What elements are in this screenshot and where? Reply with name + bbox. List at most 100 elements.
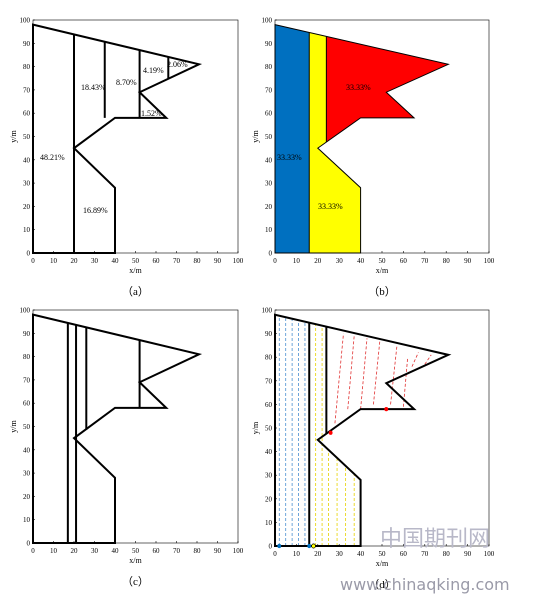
y-tick-label: 80 bbox=[23, 63, 31, 71]
x-tick-label: 80 bbox=[194, 547, 202, 555]
plot-frame bbox=[274, 309, 490, 547]
x-tick-label: 20 bbox=[314, 257, 322, 265]
x-tick-label: 10 bbox=[50, 257, 58, 265]
region-label: 2.06% bbox=[167, 60, 188, 69]
y-tick-label: 100 bbox=[262, 307, 273, 315]
region-label: 18.43% bbox=[81, 83, 106, 92]
y-tick-label: 30 bbox=[265, 472, 273, 480]
x-tick-label: 50 bbox=[132, 257, 140, 265]
x-tick-label: 0 bbox=[31, 257, 35, 265]
x-tick-label: 30 bbox=[336, 257, 344, 265]
y-tick-label: 70 bbox=[23, 86, 31, 94]
x-tick-label: 60 bbox=[400, 550, 408, 558]
y-tick-label: 40 bbox=[23, 446, 31, 454]
x-tick-label: 60 bbox=[153, 547, 161, 555]
x-tick-label: 20 bbox=[71, 257, 79, 265]
x-tick-label: 70 bbox=[173, 547, 181, 555]
region-label: 4.19% bbox=[143, 66, 164, 75]
x-axis-label: x/m bbox=[376, 266, 389, 275]
panel-a-shape bbox=[33, 25, 199, 253]
y-tick-label: 50 bbox=[23, 133, 31, 141]
x-tick-label: 60 bbox=[153, 257, 161, 265]
x-tick-label: 30 bbox=[91, 257, 99, 265]
x-tick-label: 80 bbox=[443, 550, 451, 558]
y-tick-label: 60 bbox=[23, 400, 31, 408]
x-tick-label: 40 bbox=[112, 257, 120, 265]
x-tick-label: 10 bbox=[293, 257, 301, 265]
y-tick-label: 50 bbox=[265, 133, 273, 141]
x-tick-label: 100 bbox=[233, 257, 244, 265]
x-tick-label: 90 bbox=[464, 257, 472, 265]
panel-caption: （c） bbox=[122, 575, 149, 588]
region-label: 8.70% bbox=[116, 78, 137, 87]
panel-caption: （b） bbox=[368, 285, 396, 298]
y-tick-label: 20 bbox=[265, 495, 273, 503]
panel-caption: （a） bbox=[122, 285, 149, 298]
region-label: 33.33% bbox=[277, 153, 302, 162]
x-tick-label: 50 bbox=[379, 257, 387, 265]
plot-frame bbox=[32, 19, 239, 254]
y-tick-label: 10 bbox=[265, 226, 273, 234]
x-tick-label: 80 bbox=[443, 257, 451, 265]
y-tick-label: 70 bbox=[265, 377, 273, 385]
x-tick-label: 0 bbox=[273, 257, 277, 265]
y-tick-label: 90 bbox=[23, 40, 31, 48]
y-tick-label: 20 bbox=[265, 203, 273, 211]
region-label: 48.21% bbox=[40, 153, 65, 162]
y-tick-label: 100 bbox=[20, 17, 31, 25]
x-tick-label: 80 bbox=[194, 257, 202, 265]
y-tick-label: 70 bbox=[23, 376, 31, 384]
x-axis-label: x/m bbox=[129, 556, 142, 565]
y-tick-label: 30 bbox=[23, 470, 31, 478]
x-tick-label: 0 bbox=[31, 547, 35, 555]
y-tick-label: 0 bbox=[269, 250, 273, 258]
y-tick-label: 40 bbox=[265, 448, 273, 456]
y-tick-label: 60 bbox=[23, 110, 31, 118]
x-tick-label: 90 bbox=[214, 257, 222, 265]
x-tick-label: 70 bbox=[421, 257, 429, 265]
watermark-logo: 中国期刊网 bbox=[380, 527, 490, 552]
y-tick-label: 0 bbox=[27, 540, 31, 548]
x-tick-label: 100 bbox=[233, 547, 244, 555]
y-tick-label: 10 bbox=[265, 519, 273, 527]
x-axis-label: x/m bbox=[129, 266, 142, 275]
x-tick-label: 30 bbox=[91, 547, 99, 555]
y-tick-label: 80 bbox=[265, 354, 273, 362]
y-tick-label: 20 bbox=[23, 493, 31, 501]
y-tick-label: 90 bbox=[23, 330, 31, 338]
panel-caption: （d） bbox=[368, 578, 396, 591]
x-axis-label: x/m bbox=[376, 559, 389, 568]
x-tick-label: 30 bbox=[336, 550, 344, 558]
y-axis-label: y/m bbox=[9, 130, 18, 143]
x-tick-label: 10 bbox=[293, 550, 301, 558]
y-tick-label: 20 bbox=[23, 203, 31, 211]
watermark-url: www.chinaqking.com bbox=[340, 575, 510, 594]
y-tick-label: 10 bbox=[23, 516, 31, 524]
y-tick-label: 30 bbox=[23, 180, 31, 188]
y-tick-label: 80 bbox=[265, 63, 273, 71]
plot-frame bbox=[32, 309, 239, 544]
x-tick-label: 20 bbox=[314, 550, 322, 558]
panel-b-shape bbox=[275, 25, 448, 253]
y-tick-label: 0 bbox=[27, 250, 31, 258]
y-axis-label: y/m bbox=[251, 130, 260, 143]
region-label: 1.52% bbox=[141, 109, 162, 118]
y-tick-label: 50 bbox=[265, 425, 273, 433]
x-tick-label: 60 bbox=[400, 257, 408, 265]
y-tick-label: 100 bbox=[262, 17, 273, 25]
panel-c-shape bbox=[33, 315, 199, 543]
y-tick-label: 70 bbox=[265, 86, 273, 94]
y-tick-label: 80 bbox=[23, 353, 31, 361]
x-tick-label: 40 bbox=[112, 547, 120, 555]
y-tick-label: 60 bbox=[265, 110, 273, 118]
x-tick-label: 50 bbox=[132, 547, 140, 555]
panel-d-shape bbox=[275, 315, 448, 549]
region-label: 33.33% bbox=[318, 202, 343, 211]
x-tick-label: 50 bbox=[379, 550, 387, 558]
y-tick-label: 40 bbox=[265, 156, 273, 164]
x-tick-label: 10 bbox=[50, 547, 58, 555]
y-tick-label: 0 bbox=[269, 543, 273, 551]
y-tick-label: 50 bbox=[23, 423, 31, 431]
x-tick-label: 90 bbox=[464, 550, 472, 558]
x-tick-label: 40 bbox=[357, 550, 365, 558]
